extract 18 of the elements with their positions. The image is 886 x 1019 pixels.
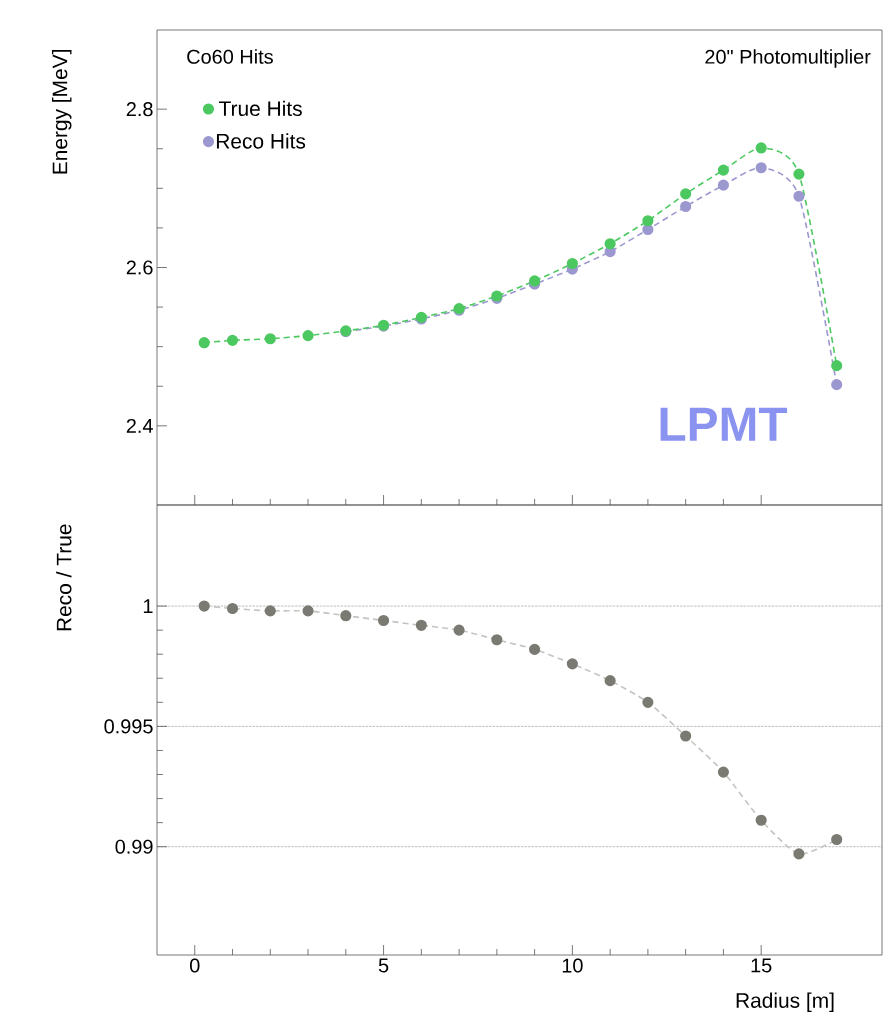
y-axis-title: Energy [MeV] xyxy=(51,50,72,174)
x-tick-label: 5 xyxy=(378,958,389,973)
legend-label: Reco Hits xyxy=(216,133,306,149)
x-tick-label: 10 xyxy=(562,958,583,973)
y-tick-label: 0.995 xyxy=(104,719,153,734)
y-axis-title: Reco / True xyxy=(56,524,72,631)
y-tick-label: 2.4 xyxy=(126,418,153,433)
y-tick-label: 1 xyxy=(143,599,153,613)
annotation: LPMT xyxy=(660,407,788,441)
annotation: Co60 Hits xyxy=(187,49,273,64)
y-tick-label: 0.99 xyxy=(115,839,153,854)
x-tick-label: 0 xyxy=(190,958,200,973)
y-tick-label: 2.8 xyxy=(126,102,153,117)
y-tick-label: 2.6 xyxy=(126,260,153,275)
annotation: 20" Photomultiplier xyxy=(705,49,871,68)
x-tick-label: 15 xyxy=(751,958,772,973)
x-axis-title: Radius [m] xyxy=(736,992,834,1013)
legend-label: True Hits xyxy=(219,100,302,117)
